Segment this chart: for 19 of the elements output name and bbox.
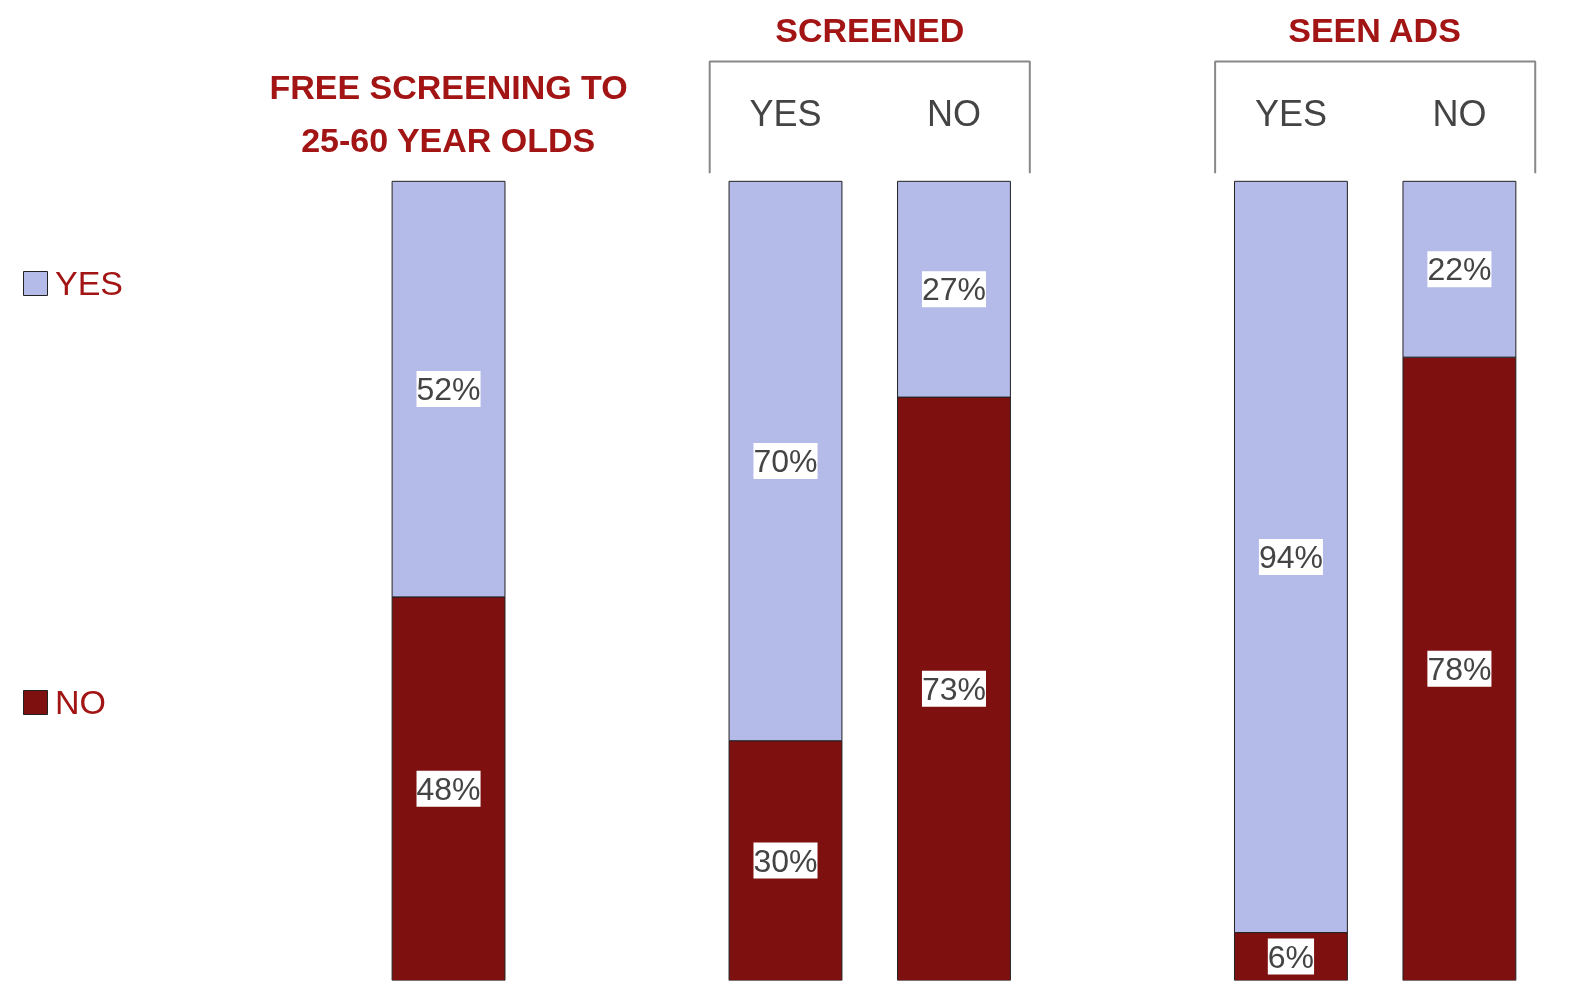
data-label: 94% <box>1258 538 1323 575</box>
data-label: 52% <box>416 371 481 408</box>
data-label: 27% <box>921 271 986 308</box>
text: SEEN ADS <box>1288 11 1461 50</box>
data-label: 30% <box>753 842 818 879</box>
x-tick-label: FREE SCREENING TO 25-60 YEAR OLDS <box>269 67 628 159</box>
data-label: 70% <box>753 443 818 480</box>
data-label: 73% <box>921 670 986 707</box>
data-label: 48% <box>416 770 481 807</box>
x-tick-label: YES <box>1254 92 1327 134</box>
text: SCREENED <box>775 11 965 50</box>
legend-label: YES <box>55 263 124 303</box>
data-label: 6% <box>1267 938 1315 975</box>
data-label: 78% <box>1427 650 1492 687</box>
x-tick-label: NO <box>926 92 981 134</box>
x-tick-label: YES <box>749 92 822 134</box>
data-label: 22% <box>1427 251 1492 288</box>
legend-label: NO <box>55 682 106 722</box>
x-tick-label: NO <box>1432 92 1487 134</box>
